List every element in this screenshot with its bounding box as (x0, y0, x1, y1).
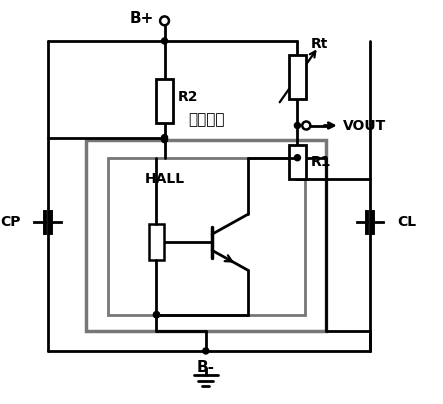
Circle shape (162, 137, 167, 143)
Text: R2: R2 (178, 90, 198, 104)
Circle shape (153, 312, 159, 318)
Bar (156, 79, 173, 124)
Bar (86, 140, 326, 331)
Bar (289, 145, 306, 179)
Text: HALL: HALL (144, 172, 185, 186)
Circle shape (160, 17, 169, 25)
Text: B-: B- (197, 360, 215, 375)
Circle shape (302, 122, 310, 130)
Circle shape (162, 135, 167, 141)
Text: VOUT: VOUT (342, 118, 386, 133)
Text: CP: CP (0, 215, 20, 229)
Text: B+: B+ (130, 11, 155, 26)
Circle shape (295, 155, 300, 161)
Circle shape (203, 348, 209, 354)
Text: Rt: Rt (310, 37, 328, 51)
Circle shape (162, 38, 167, 44)
Text: R1: R1 (310, 155, 331, 169)
Text: 霍尔开关: 霍尔开关 (189, 113, 225, 128)
Bar (108, 158, 306, 315)
Text: CL: CL (397, 215, 416, 229)
Circle shape (295, 122, 300, 128)
Circle shape (153, 312, 159, 318)
Bar (289, 55, 306, 99)
Bar (149, 224, 164, 261)
